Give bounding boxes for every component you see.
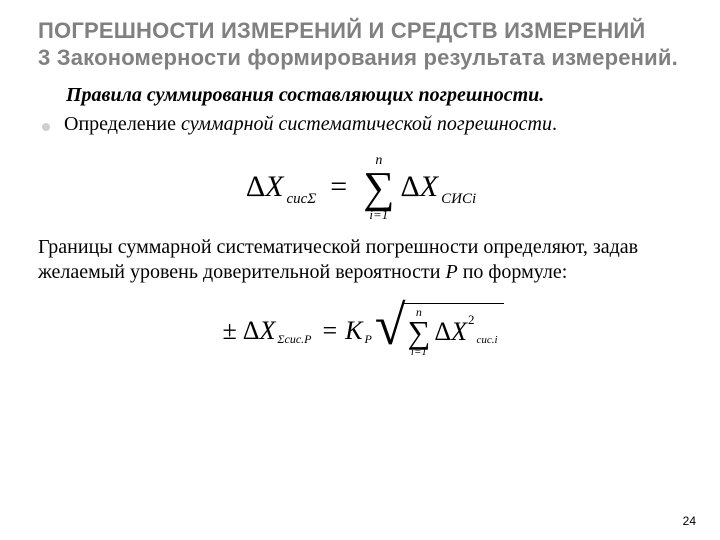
body-post: по формуле:	[458, 261, 568, 283]
f2-term-delta: Δ	[434, 317, 451, 347]
bullet-italic: суммарной систематической погрешности	[181, 113, 552, 135]
page-number: 24	[683, 514, 696, 528]
f2-lhs-sub: Σсис.P	[277, 332, 311, 347]
bullet-text: Определение суммарной систематической по…	[64, 113, 688, 136]
f1-rhs-sub: СИСi	[441, 191, 476, 208]
f2-K: К	[345, 316, 362, 346]
f1-rhs-var: X	[420, 170, 438, 204]
bullet-suffix: .	[552, 113, 557, 135]
f2-pm: ±	[222, 316, 236, 346]
sigma-icon: ∑	[408, 319, 431, 346]
sqrt-icon: √	[375, 306, 406, 361]
f2-term-sup: 2	[468, 312, 475, 328]
f2-lhs-delta: Δ	[243, 316, 260, 346]
formula-1: Δ X сисΣ = n ∑ i=1 Δ X СИСi	[38, 154, 688, 221]
f2-sqrt: √ n ∑ i=1 Δ X 2 сис.i	[375, 303, 504, 358]
f2-sum-bot: i=1	[411, 347, 427, 358]
bullet-icon	[42, 123, 50, 131]
formula-2: ± Δ X Σсис.P = К P √ n ∑ i=1 Δ X 2 сис.i	[38, 303, 688, 358]
bullet-prefix: Определение	[64, 113, 181, 135]
f1-lhs-var: X	[265, 170, 283, 204]
slide-title: ПОГРЕШНОСТИ ИЗМЕРЕНИЙ И СРЕДСТВ ИЗМЕРЕНИ…	[38, 18, 688, 72]
f2-term-sub: сис.i	[476, 334, 497, 346]
f2-K-sub: P	[364, 332, 371, 347]
f2-eq: =	[323, 316, 338, 346]
bullet-row: Определение суммарной систематической по…	[42, 113, 688, 136]
f2-lhs-var: X	[259, 316, 275, 346]
rules-subhead: Правила суммирования составляющих погреш…	[66, 84, 688, 107]
f1-lhs-delta: Δ	[246, 170, 265, 204]
slide: ПОГРЕШНОСТИ ИЗМЕРЕНИЙ И СРЕДСТВ ИЗМЕРЕНИ…	[0, 0, 720, 540]
f2-sum: n ∑ i=1	[408, 306, 431, 358]
f1-rhs-delta: Δ	[401, 170, 420, 204]
f2-term-var: X	[451, 317, 467, 347]
f1-sum: n ∑ i=1	[363, 154, 394, 221]
f1-sum-bot: i=1	[369, 208, 388, 221]
sigma-icon: ∑	[363, 169, 394, 206]
body-P: Р	[445, 261, 457, 283]
f1-lhs-sub: сисΣ	[286, 191, 316, 208]
f1-eq: =	[330, 170, 347, 204]
body-paragraph: Границы суммарной систематической погреш…	[38, 235, 688, 285]
